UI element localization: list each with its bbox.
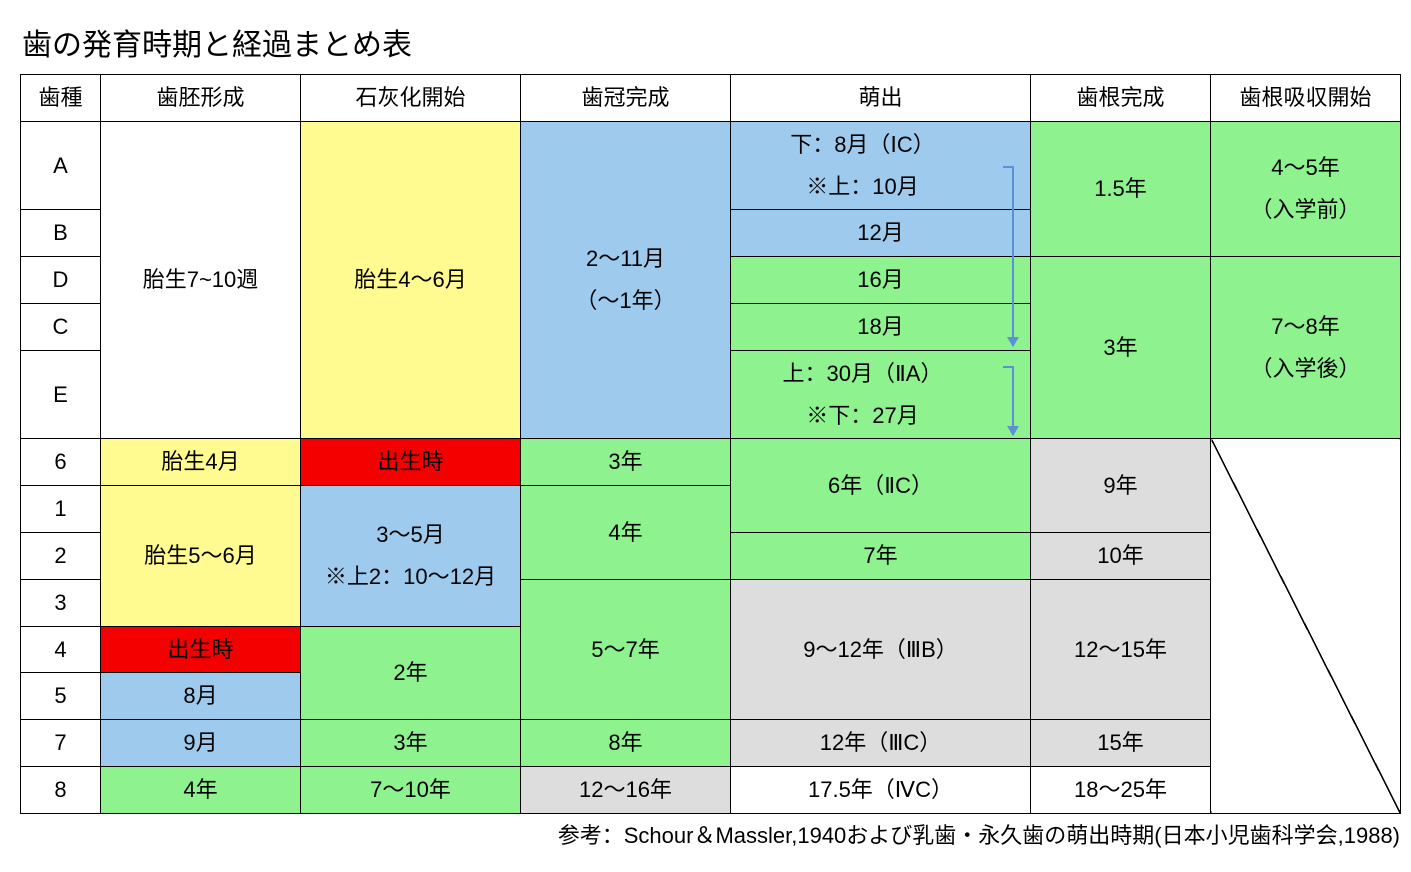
row-A: A 胎生7~10週 胎生4〜6月 2〜11月 （〜1年） 下：8月（ⅠC） ※上… xyxy=(21,121,1401,210)
erupt-E: 上：30月（ⅡA） ※下：27月 xyxy=(731,350,1031,439)
tooth-3: 3 xyxy=(21,579,101,626)
calc-123-line1: 3〜5月 xyxy=(376,522,444,547)
col-root: 歯根完成 xyxy=(1031,75,1211,122)
col-erupt: 萌出 xyxy=(731,75,1031,122)
resorb-AB-line2: （入学前） xyxy=(1250,197,1360,222)
crown-ABDCE-line2: （〜1年） xyxy=(575,288,675,313)
root-DCE: 3年 xyxy=(1031,257,1211,439)
calc-ABDCE: 胎生4〜6月 xyxy=(301,121,521,439)
col-resorb: 歯根吸収開始 xyxy=(1211,75,1401,122)
tooth-4: 4 xyxy=(21,626,101,673)
erupt-D: 16月 xyxy=(731,257,1031,304)
footer-reference: 参考：Schour＆Massler,1940および乳歯・永久歯の萌出時期(日本小… xyxy=(20,818,1400,850)
erupt-7: 12年（ⅢC） xyxy=(731,720,1031,767)
tooth-development-table: 歯種 歯胚形成 石灰化開始 歯冠完成 萌出 歯根完成 歯根吸収開始 A 胎生7~… xyxy=(20,74,1401,814)
tooth-1: 1 xyxy=(21,486,101,533)
resorb-permanent-slash xyxy=(1211,439,1401,813)
tooth-E: E xyxy=(21,350,101,439)
col-calc: 石灰化開始 xyxy=(301,75,521,122)
root-345: 12〜15年 xyxy=(1031,579,1211,719)
row-8: 8 4年 7〜10年 12〜16年 17.5年（ⅣC） 18〜25年 xyxy=(21,766,1401,813)
tooth-7: 7 xyxy=(21,720,101,767)
root-7: 15年 xyxy=(1031,720,1211,767)
col-crown: 歯冠完成 xyxy=(521,75,731,122)
crown-12: 4年 xyxy=(521,486,731,580)
erupt-C: 18月 xyxy=(731,303,1031,350)
germ-7: 9月 xyxy=(101,720,301,767)
germ-5: 8月 xyxy=(101,673,301,720)
germ-6: 胎生4月 xyxy=(101,439,301,486)
erupt-8: 17.5年（ⅣC） xyxy=(731,766,1031,813)
erupt-2: 7年 xyxy=(731,532,1031,579)
tooth-2: 2 xyxy=(21,532,101,579)
root-8: 18〜25年 xyxy=(1031,766,1211,813)
resorb-AB-line1: 4〜5年 xyxy=(1271,155,1339,180)
tooth-B: B xyxy=(21,210,101,257)
col-tooth: 歯種 xyxy=(21,75,101,122)
erupt-E-line1: 上：30月（ⅡA） xyxy=(783,361,943,386)
erupt-345: 9〜12年（ⅢB） xyxy=(731,579,1031,719)
tooth-6: 6 xyxy=(21,439,101,486)
erupt-E-line2: ※下：27月 xyxy=(806,403,918,428)
crown-6: 3年 xyxy=(521,439,731,486)
crown-ABDCE-line1: 2〜11月 xyxy=(586,246,665,271)
col-germ: 歯胚形成 xyxy=(101,75,301,122)
crown-ABDCE: 2〜11月 （〜1年） xyxy=(521,121,731,439)
resorb-DCE: 7〜8年 （入学後） xyxy=(1211,257,1401,439)
root-6: 9年 xyxy=(1031,439,1211,533)
germ-123: 胎生5〜6月 xyxy=(101,486,301,626)
calc-8: 7〜10年 xyxy=(301,766,521,813)
crown-7: 8年 xyxy=(521,720,731,767)
resorb-DCE-line1: 7〜8年 xyxy=(1271,314,1339,339)
erupt-A-line1: 下：8月（ⅠC） xyxy=(790,132,935,157)
page-title: 歯の発育時期と経過まとめ表 xyxy=(22,20,1391,64)
erupt-61: 6年（ⅡC） xyxy=(731,439,1031,533)
root-2: 10年 xyxy=(1031,532,1211,579)
erupt-A: 下：8月（ⅠC） ※上：10月 xyxy=(731,121,1031,210)
row-6: 6 胎生4月 出生時 3年 6年（ⅡC） 9年 xyxy=(21,439,1401,486)
tooth-C: C xyxy=(21,303,101,350)
calc-7: 3年 xyxy=(301,720,521,767)
germ-ABDCE: 胎生7~10週 xyxy=(101,121,301,439)
calc-45: 2年 xyxy=(301,626,521,720)
root-AB: 1.5年 xyxy=(1031,121,1211,256)
resorb-AB: 4〜5年 （入学前） xyxy=(1211,121,1401,256)
resorb-DCE-line2: （入学後） xyxy=(1250,356,1360,381)
tooth-A: A xyxy=(21,121,101,210)
calc-123-line2: ※上2：10〜12月 xyxy=(325,564,496,589)
calc-6: 出生時 xyxy=(301,439,521,486)
row-7: 7 9月 3年 8年 12年（ⅢC） 15年 xyxy=(21,720,1401,767)
tooth-5: 5 xyxy=(21,673,101,720)
erupt-A-line2: ※上：10月 xyxy=(806,174,918,199)
calc-123: 3〜5月 ※上2：10〜12月 xyxy=(301,486,521,626)
germ-8: 4年 xyxy=(101,766,301,813)
crown-8: 12〜16年 xyxy=(521,766,731,813)
tooth-8: 8 xyxy=(21,766,101,813)
tooth-D: D xyxy=(21,257,101,304)
erupt-B: 12月 xyxy=(731,210,1031,257)
header-row: 歯種 歯胚形成 石灰化開始 歯冠完成 萌出 歯根完成 歯根吸収開始 xyxy=(21,75,1401,122)
germ-4: 出生時 xyxy=(101,626,301,673)
crown-345: 5〜7年 xyxy=(521,579,731,719)
